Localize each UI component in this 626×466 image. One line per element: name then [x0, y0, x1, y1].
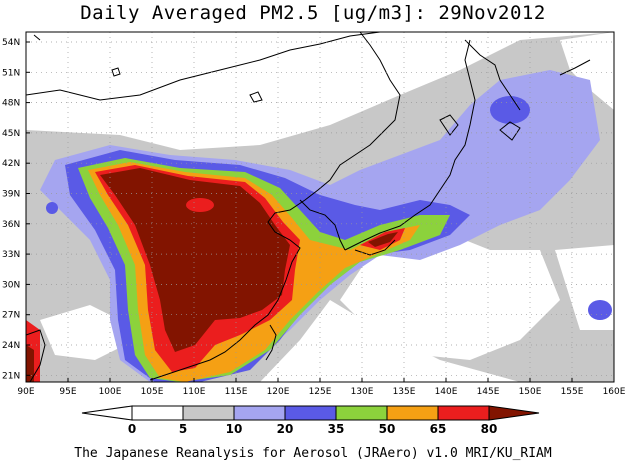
lon-tick-label: 140E: [435, 387, 458, 397]
lat-tick-label: 30N: [2, 280, 20, 290]
concentration-field: [26, 32, 614, 382]
colorbar-swatch: [131, 405, 184, 421]
colorbar-label: 0: [128, 422, 136, 436]
lon-axis: 90E 95E 100E 105E 110E 115E 120E 125E 130E 135E 14…: [17, 387, 625, 397]
lon-tick-label: 100E: [99, 387, 122, 397]
lat-tick-label: 36N: [2, 220, 20, 230]
lat-tick-label: 51N: [2, 68, 20, 78]
lat-tick-label: 21N: [2, 371, 20, 381]
red-hotspot: [186, 198, 214, 212]
lon-tick-label: 155E: [561, 387, 584, 397]
colorbar-label: 65: [430, 422, 447, 436]
white-gap-southwest: [40, 305, 125, 360]
blue-patch-east: [588, 300, 612, 320]
colorbar-swatch: [335, 405, 388, 421]
colorbar-swatch: [182, 405, 235, 421]
lon-tick-label: 110E: [183, 387, 206, 397]
dark-red-region: [100, 168, 290, 352]
lat-tick-label: 48N: [2, 99, 20, 109]
colorbar-label: 35: [328, 422, 345, 436]
white-gap-northeast: [560, 32, 614, 110]
lon-tick-label: 115E: [225, 387, 248, 397]
lon-tick-label: 150E: [519, 387, 542, 397]
colorbar-label: 5: [179, 422, 187, 436]
blue-patch-west: [46, 202, 58, 214]
lon-tick-label: 160E: [603, 387, 626, 397]
colorbar-left-arrow: [81, 405, 133, 421]
colorbar-swatch: [284, 405, 337, 421]
lon-tick-label: 135E: [393, 387, 416, 397]
dark-red-southwest: [26, 345, 34, 382]
colorbar-label: 20: [277, 422, 294, 436]
lon-tick-label: 105E: [141, 387, 164, 397]
footer-credit: The Japanese Reanalysis for Aerosol (JRA…: [74, 446, 552, 461]
lat-axis: 54N 51N 48N 45N 42N 39N 36N 33N 30N 27N 24N 21N: [2, 38, 20, 381]
lat-tick-label: 54N: [2, 38, 20, 48]
colorbar-label: 10: [226, 422, 243, 436]
dark-red-japan: [368, 232, 398, 247]
colorbar-label: 50: [379, 422, 396, 436]
map-title: Daily Averaged PM2.5 [ug/m3]: 29Nov2012: [80, 2, 546, 24]
colorbar-right-arrow: [488, 405, 540, 421]
colorbar-label: 80: [481, 422, 498, 436]
blue-patch-northeast: [490, 96, 530, 124]
colorbar-swatch: [233, 405, 286, 421]
axis-ticks: [25, 41, 615, 382]
lon-tick-label: 95E: [59, 387, 76, 397]
lat-tick-label: 27N: [2, 311, 20, 321]
graticule: [26, 32, 614, 382]
lat-tick-label: 33N: [2, 250, 20, 260]
colorbar: 0 5 10 20 35 50 65 80: [81, 405, 540, 436]
coastlines: [26, 32, 591, 382]
colorbar-swatch: [386, 405, 439, 421]
lon-tick-label: 130E: [351, 387, 374, 397]
colorbar-swatch: [437, 405, 490, 421]
white-gap-sea: [340, 230, 560, 360]
lat-tick-label: 42N: [2, 159, 20, 169]
lon-tick-label: 145E: [477, 387, 500, 397]
lon-tick-label: 120E: [267, 387, 290, 397]
lat-tick-label: 24N: [2, 341, 20, 351]
lat-tick-label: 39N: [2, 190, 20, 200]
lon-tick-label: 90E: [17, 387, 34, 397]
lat-tick-label: 45N: [2, 129, 20, 139]
lon-tick-label: 125E: [309, 387, 332, 397]
